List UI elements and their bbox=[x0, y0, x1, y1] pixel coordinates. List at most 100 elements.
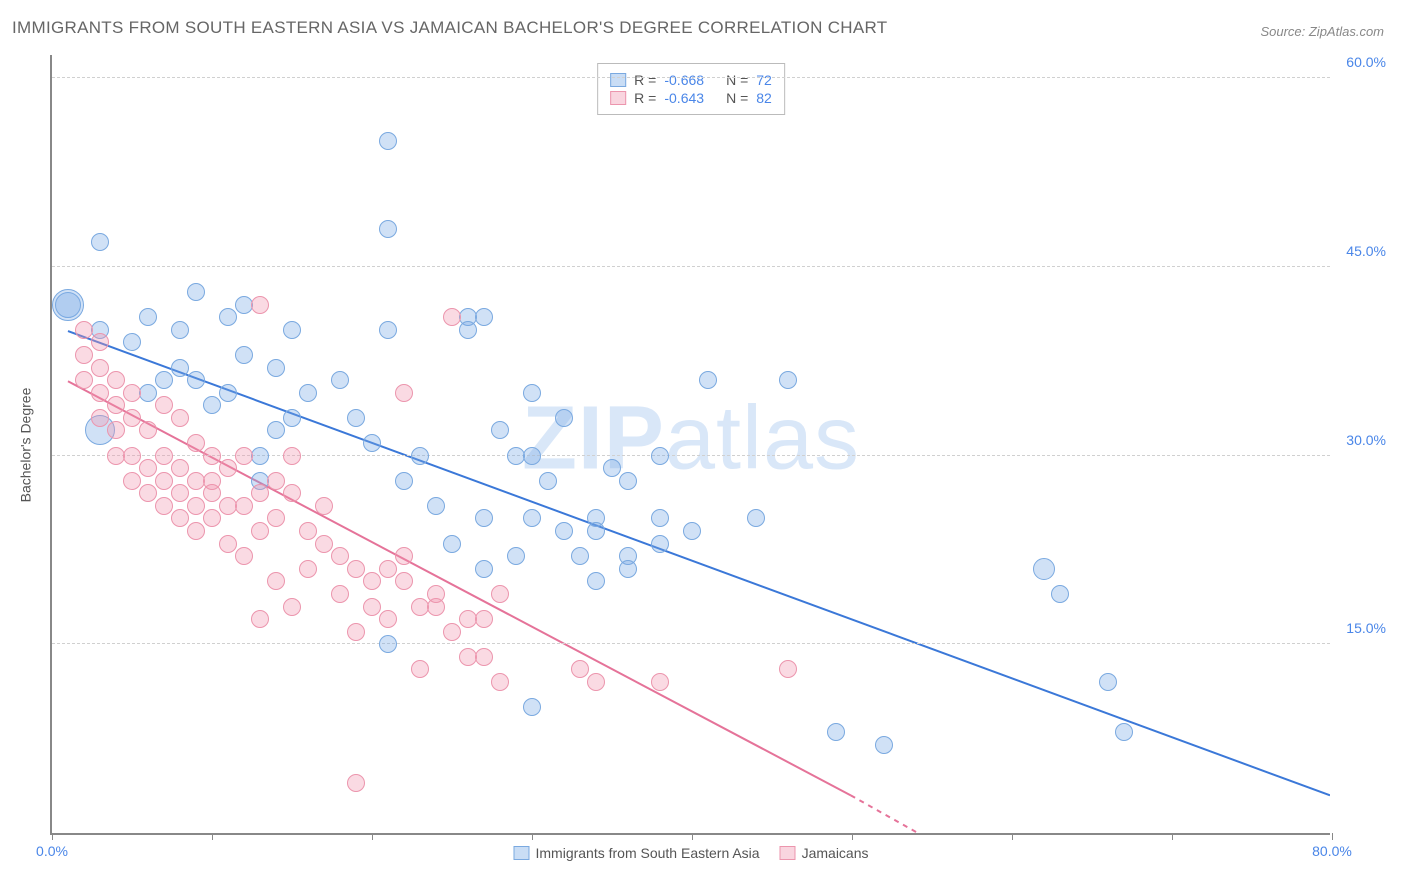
scatter-point bbox=[475, 560, 493, 578]
swatch-pink-icon bbox=[780, 846, 796, 860]
scatter-point bbox=[587, 572, 605, 590]
scatter-point bbox=[219, 459, 237, 477]
y-tick-label: 15.0% bbox=[1346, 620, 1386, 636]
scatter-point bbox=[283, 484, 301, 502]
scatter-point bbox=[539, 472, 557, 490]
scatter-point bbox=[587, 673, 605, 691]
scatter-point bbox=[379, 321, 397, 339]
swatch-blue bbox=[610, 73, 626, 87]
scatter-point bbox=[683, 522, 701, 540]
scatter-point bbox=[379, 635, 397, 653]
scatter-point bbox=[171, 409, 189, 427]
scatter-point bbox=[235, 497, 253, 515]
scatter-point bbox=[283, 447, 301, 465]
scatter-point bbox=[347, 623, 365, 641]
scatter-point bbox=[651, 673, 669, 691]
scatter-point bbox=[155, 497, 173, 515]
scatter-point bbox=[427, 497, 445, 515]
scatter-point bbox=[203, 472, 221, 490]
scatter-point bbox=[139, 384, 157, 402]
scatter-point bbox=[123, 333, 141, 351]
scatter-point bbox=[123, 384, 141, 402]
scatter-point bbox=[779, 371, 797, 389]
scatter-point bbox=[459, 321, 477, 339]
scatter-point bbox=[699, 371, 717, 389]
scatter-point bbox=[187, 497, 205, 515]
scatter-point bbox=[251, 447, 269, 465]
scatter-point bbox=[395, 547, 413, 565]
x-tick bbox=[1332, 833, 1333, 840]
scatter-point bbox=[251, 522, 269, 540]
gridline bbox=[52, 643, 1330, 644]
scatter-point bbox=[107, 396, 125, 414]
scatter-point bbox=[1115, 723, 1133, 741]
scatter-point bbox=[267, 572, 285, 590]
scatter-point bbox=[219, 384, 237, 402]
scatter-point bbox=[267, 421, 285, 439]
scatter-point bbox=[187, 434, 205, 452]
scatter-point bbox=[139, 484, 157, 502]
scatter-point bbox=[91, 409, 109, 427]
scatter-point bbox=[379, 610, 397, 628]
scatter-point bbox=[139, 308, 157, 326]
scatter-point bbox=[123, 409, 141, 427]
scatter-point bbox=[347, 409, 365, 427]
scatter-point bbox=[603, 459, 621, 477]
scatter-point bbox=[267, 472, 285, 490]
trend-lines bbox=[52, 55, 1330, 833]
scatter-point bbox=[52, 289, 84, 321]
scatter-point bbox=[299, 384, 317, 402]
scatter-point bbox=[219, 535, 237, 553]
scatter-point bbox=[651, 447, 669, 465]
scatter-point bbox=[203, 396, 221, 414]
scatter-plot-area: ZIPatlas R = -0.668 N = 72 R = -0.643 N … bbox=[50, 55, 1330, 835]
scatter-point bbox=[187, 283, 205, 301]
watermark: ZIPatlas bbox=[522, 387, 860, 490]
scatter-point bbox=[187, 371, 205, 389]
scatter-point bbox=[299, 522, 317, 540]
scatter-point bbox=[267, 509, 285, 527]
scatter-point bbox=[523, 384, 541, 402]
scatter-point bbox=[331, 371, 349, 389]
scatter-point bbox=[571, 547, 589, 565]
scatter-point bbox=[331, 585, 349, 603]
scatter-point bbox=[171, 459, 189, 477]
scatter-point bbox=[779, 660, 797, 678]
y-axis-label: Bachelor's Degree bbox=[17, 388, 33, 503]
scatter-point bbox=[571, 660, 589, 678]
scatter-point bbox=[347, 560, 365, 578]
x-legend-item-1: Immigrants from South Eastern Asia bbox=[513, 845, 759, 861]
scatter-point bbox=[107, 421, 125, 439]
scatter-point bbox=[491, 585, 509, 603]
legend-row-series2: R = -0.643 N = 82 bbox=[610, 90, 772, 106]
scatter-point bbox=[491, 673, 509, 691]
scatter-point bbox=[235, 447, 253, 465]
scatter-point bbox=[875, 736, 893, 754]
scatter-point bbox=[251, 610, 269, 628]
scatter-point bbox=[123, 447, 141, 465]
scatter-point bbox=[475, 308, 493, 326]
scatter-point bbox=[747, 509, 765, 527]
scatter-point bbox=[91, 333, 109, 351]
scatter-point bbox=[523, 698, 541, 716]
scatter-point bbox=[283, 409, 301, 427]
scatter-point bbox=[155, 472, 173, 490]
scatter-point bbox=[139, 421, 157, 439]
scatter-point bbox=[651, 509, 669, 527]
scatter-point bbox=[219, 308, 237, 326]
scatter-point bbox=[171, 321, 189, 339]
scatter-point bbox=[155, 447, 173, 465]
scatter-point bbox=[235, 547, 253, 565]
scatter-point bbox=[619, 560, 637, 578]
x-tick-label: 0.0% bbox=[36, 843, 68, 859]
scatter-point bbox=[251, 484, 269, 502]
scatter-point bbox=[315, 535, 333, 553]
x-tick bbox=[1012, 833, 1013, 840]
scatter-point bbox=[331, 547, 349, 565]
scatter-point bbox=[443, 308, 461, 326]
chart-title: IMMIGRANTS FROM SOUTH EASTERN ASIA VS JA… bbox=[12, 18, 887, 38]
scatter-point bbox=[651, 535, 669, 553]
scatter-point bbox=[91, 384, 109, 402]
scatter-point bbox=[171, 509, 189, 527]
gridline bbox=[52, 77, 1330, 78]
